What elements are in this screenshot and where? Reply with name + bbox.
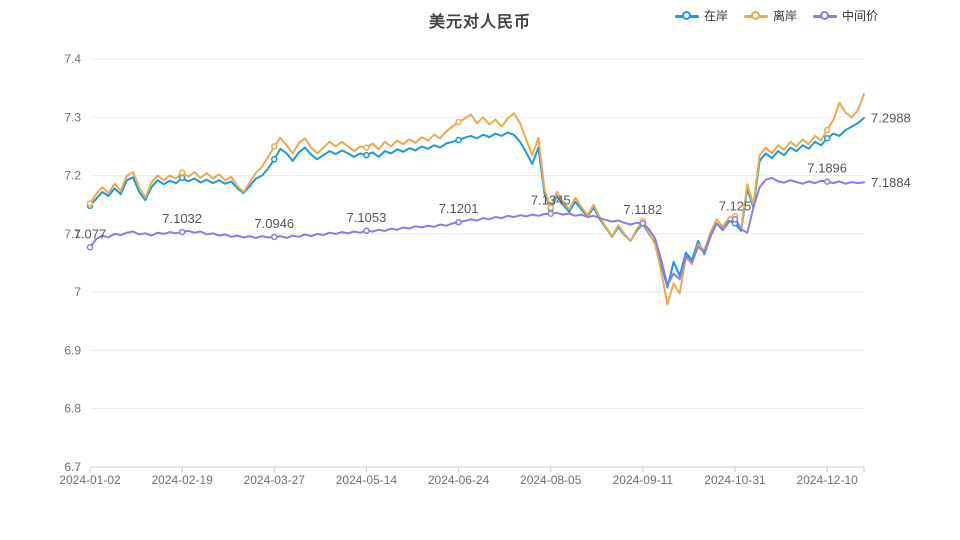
data-point-marker-midprice[interactable] <box>86 244 94 251</box>
x-axis-tick-label: 2024-12-10 <box>796 473 858 487</box>
data-point-label-midprice: 7.1201 <box>439 201 479 216</box>
x-axis-tick-label: 2024-03-27 <box>244 473 306 487</box>
y-axis-tick-label: 6.9 <box>64 343 81 357</box>
series-end-value-label-midprice: 7.1884 <box>871 175 911 190</box>
legend-item-midprice[interactable]: 中间价 <box>812 9 878 23</box>
data-point-marker-midprice[interactable] <box>455 218 462 226</box>
data-point-label-midprice: 7.077 <box>74 226 107 241</box>
legend: 在岸 离岸 中间价 <box>674 9 878 23</box>
legend-label-offshore: 离岸 <box>772 9 797 23</box>
y-axis-tick-label: 7.3 <box>64 110 81 124</box>
data-point-marker-offshore[interactable] <box>271 143 278 150</box>
series-line-midprice <box>89 176 865 287</box>
data-point-label-midprice: 7.1345 <box>531 193 571 208</box>
x-axis-tick-label: 2024-10-31 <box>704 473 766 487</box>
y-axis-tick-label: 6.8 <box>64 402 81 416</box>
data-point-marker-offshore[interactable] <box>823 126 831 134</box>
data-point-label-midprice: 7.1896 <box>807 161 847 176</box>
y-axis-tick-label: 7.4 <box>64 52 81 66</box>
legend-item-offshore[interactable]: 离岸 <box>743 9 797 23</box>
y-axis-tick-label: 6.7 <box>64 460 81 474</box>
x-axis-tick-label: 2024-08-05 <box>520 473 582 487</box>
data-point-marker-midprice[interactable] <box>639 219 647 227</box>
x-axis-tick-label: 2024-06-24 <box>428 473 490 487</box>
data-point-label-midprice: 7.0946 <box>254 216 294 231</box>
x-axis-tick-label: 2024-09-11 <box>613 473 674 487</box>
data-point-marker-onshore[interactable] <box>178 174 186 182</box>
legend-line-circle-icon <box>743 10 768 22</box>
data-point-marker-midprice[interactable] <box>547 210 554 217</box>
y-axis-tick-label: 7 <box>74 285 81 299</box>
x-axis-tick-label: 2024-02-19 <box>151 473 213 487</box>
data-point-marker-midprice[interactable] <box>271 233 278 241</box>
data-point-marker-midprice[interactable] <box>823 178 831 185</box>
data-point-marker-midprice[interactable] <box>731 216 739 223</box>
data-point-marker-offshore[interactable] <box>363 144 370 151</box>
y-axis-tick-label: 7.2 <box>64 169 81 183</box>
data-point-marker-offshore[interactable] <box>547 204 554 211</box>
data-point-label-midprice: 7.1032 <box>162 211 202 226</box>
x-axis-tick-label: 2024-01-02 <box>59 473 121 487</box>
series-end-value-label-onshore: 7.2988 <box>871 110 911 125</box>
data-point-label-midprice: 7.1053 <box>347 210 387 225</box>
y-axis-tick-label: 7.1 <box>64 227 81 241</box>
legend-line-circle-icon <box>812 10 837 22</box>
x-axis-tick-label: 2024-05-14 <box>336 473 398 487</box>
data-point-label-midprice: 7.1182 <box>623 202 662 217</box>
data-point-marker-offshore[interactable] <box>455 118 462 126</box>
legend-label-midprice: 中间价 <box>841 9 878 23</box>
legend-item-onshore[interactable]: 在岸 <box>674 9 728 23</box>
legend-line-circle-icon <box>674 10 699 22</box>
data-point-marker-onshore[interactable] <box>363 151 370 159</box>
data-point-marker-midprice[interactable] <box>363 227 370 235</box>
data-point-label-midprice: 7.125 <box>719 198 752 213</box>
data-point-marker-offshore[interactable] <box>86 200 94 207</box>
data-point-marker-offshore[interactable] <box>178 169 186 176</box>
data-point-marker-midprice[interactable] <box>178 228 186 236</box>
legend-label-onshore: 在岸 <box>703 9 728 23</box>
data-point-marker-onshore[interactable] <box>823 135 831 142</box>
data-point-marker-onshore[interactable] <box>271 156 278 163</box>
data-point-marker-onshore[interactable] <box>455 136 462 144</box>
chart-title: 美元对人民币 <box>428 14 531 31</box>
